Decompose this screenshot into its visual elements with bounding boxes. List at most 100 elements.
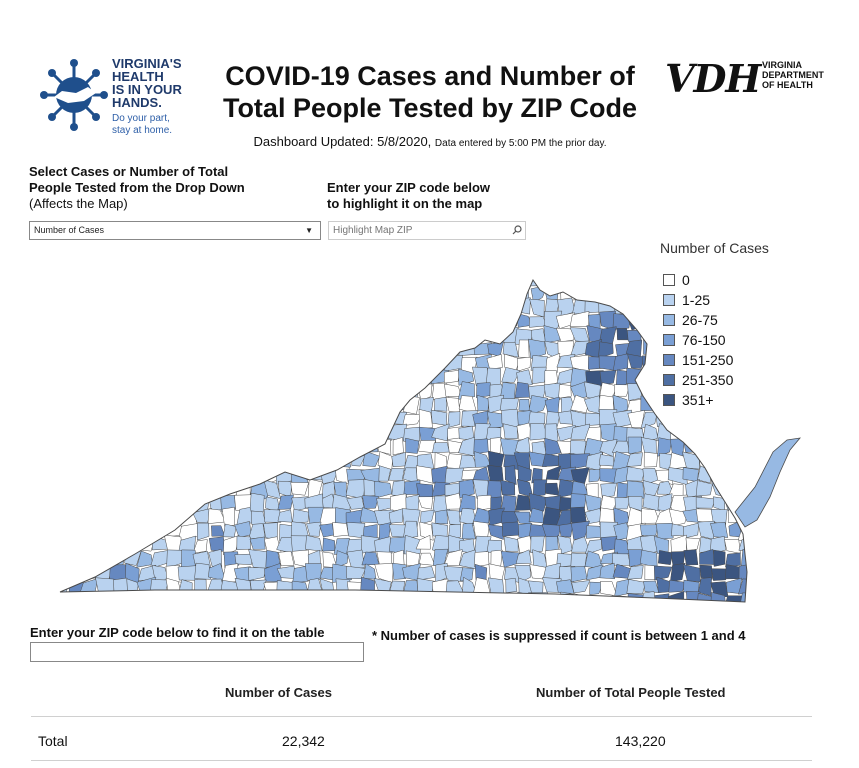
zip-region[interactable] [739,327,756,345]
zip-region[interactable] [569,327,590,343]
zip-region[interactable] [210,412,225,424]
zip-region[interactable] [798,272,805,287]
zip-region[interactable] [404,272,419,288]
zip-region[interactable] [513,591,535,607]
zip-region[interactable] [739,272,755,290]
zip-region[interactable] [280,424,295,444]
zip-region[interactable] [336,340,351,358]
zip-region[interactable] [518,339,530,359]
zip-region[interactable] [68,536,82,552]
zip-region[interactable] [180,383,198,401]
zip-region[interactable] [445,580,465,598]
highlight-zip-input[interactable] [328,221,526,240]
zip-region[interactable] [794,582,805,596]
zip-region[interactable] [378,465,391,482]
zip-region[interactable] [152,327,168,345]
zip-region[interactable] [137,395,153,412]
zip-region[interactable] [140,314,156,331]
zip-region[interactable] [641,272,659,288]
zip-region[interactable] [165,436,183,457]
zip-region[interactable] [486,314,507,328]
zip-region[interactable] [276,453,296,467]
zip-region[interactable] [740,367,753,385]
zip-region[interactable] [798,341,805,358]
zip-region[interactable] [752,522,769,541]
zip-region[interactable] [359,312,378,329]
zip-region[interactable] [417,566,436,581]
zip-region[interactable] [248,354,268,371]
zip-region[interactable] [402,314,420,329]
zip-region[interactable] [55,325,72,344]
zip-region[interactable] [713,549,726,567]
zip-region[interactable] [220,354,239,369]
zip-region[interactable] [333,324,353,345]
zip-region[interactable] [737,525,757,542]
zip-region[interactable] [67,343,86,359]
zip-region[interactable] [192,539,208,554]
zip-region[interactable] [56,310,70,329]
zip-region[interactable] [613,272,632,284]
search-icon[interactable] [512,225,522,235]
zip-region[interactable] [570,566,588,583]
zip-region[interactable] [250,398,267,415]
zip-region[interactable] [530,535,545,554]
zip-region[interactable] [277,494,294,510]
zip-region[interactable] [136,283,152,300]
zip-region[interactable] [574,287,590,301]
zip-region[interactable] [79,578,99,597]
zip-region[interactable] [558,522,574,538]
zip-region[interactable] [569,440,587,456]
zip-region[interactable] [740,313,753,332]
zip-region[interactable] [684,424,700,443]
zip-region[interactable] [346,565,367,580]
zip-region[interactable] [766,424,783,440]
zip-region[interactable] [151,481,168,497]
zip-region[interactable] [390,339,406,355]
zip-region[interactable] [195,313,213,329]
zip-region[interactable] [179,272,197,290]
zip-region[interactable] [318,395,338,415]
zip-region[interactable] [753,411,769,429]
zip-region[interactable] [193,482,211,498]
zip-region[interactable] [108,536,128,554]
virginia-zip-map[interactable] [55,272,805,607]
zip-region[interactable] [123,366,141,385]
zip-region[interactable] [753,386,769,401]
zip-region[interactable] [710,396,727,415]
zip-region[interactable] [107,592,125,607]
zip-region[interactable] [724,439,741,455]
zip-region[interactable] [444,284,465,301]
zip-region[interactable] [262,409,278,428]
zip-region[interactable] [699,564,713,580]
zip-region[interactable] [375,326,391,346]
zip-region[interactable] [669,314,686,330]
zip-region[interactable] [373,310,392,328]
zip-region[interactable] [586,525,602,539]
zip-region[interactable] [97,438,114,457]
zip-region[interactable] [458,479,475,499]
zip-region[interactable] [738,453,756,471]
zip-region[interactable] [627,593,646,607]
zip-region[interactable] [208,536,226,552]
zip-region[interactable] [164,355,184,373]
zip-region[interactable] [206,283,225,303]
zip-region[interactable] [390,298,407,312]
zip-region[interactable] [755,550,771,566]
zip-region[interactable] [96,370,114,385]
zip-region[interactable] [614,497,631,510]
zip-region[interactable] [261,296,283,315]
zip-region[interactable] [360,424,379,441]
zip-region[interactable] [654,297,673,315]
zip-region[interactable] [517,464,532,485]
measure-dropdown[interactable]: Number of Cases ▼ [29,221,321,240]
zip-region[interactable] [742,465,757,482]
zip-region[interactable] [685,283,699,303]
zip-region[interactable] [277,368,297,387]
zip-region[interactable] [641,355,658,373]
zip-region[interactable] [167,395,182,414]
zip-region[interactable] [668,508,689,526]
zip-region[interactable] [248,549,268,569]
zip-region[interactable] [390,367,407,385]
zip-region[interactable] [528,411,546,428]
zip-region[interactable] [332,425,350,442]
